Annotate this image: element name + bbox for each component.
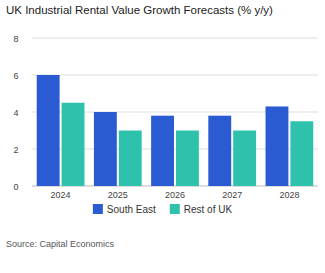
bar — [37, 75, 60, 186]
bar — [290, 121, 313, 186]
title: UK Industrial Rental Value Growth Foreca… — [6, 4, 273, 16]
bar — [266, 106, 289, 186]
grid-line — [32, 75, 318, 76]
grid-line — [32, 38, 318, 39]
legend-swatch — [93, 204, 103, 214]
source: Source: Capital Economics — [6, 239, 115, 249]
y-tick-label: 2 — [13, 145, 18, 155]
y-tick-label: 4 — [13, 108, 18, 118]
legend-swatch — [170, 204, 180, 214]
bar — [151, 116, 174, 186]
chart-svg: UK Industrial Rental Value Growth Foreca… — [0, 0, 325, 273]
y-tick-label: 6 — [13, 71, 18, 81]
y-tick-label: 0 — [13, 182, 18, 192]
bars — [37, 75, 314, 186]
bar — [119, 131, 142, 187]
legend-label: Rest of UK — [184, 204, 233, 215]
bar — [233, 131, 256, 187]
x-tick-label: 2027 — [222, 190, 242, 200]
legend-label: South East — [107, 204, 156, 215]
bar — [208, 116, 231, 186]
x-tick-label: 2024 — [51, 190, 71, 200]
chart-container: UK Industrial Rental Value Growth Foreca… — [0, 0, 325, 273]
y-tick-label: 8 — [13, 34, 18, 44]
x-tick-label: 2028 — [279, 190, 299, 200]
x-tick-label: 2026 — [165, 190, 185, 200]
x-tick-label: 2025 — [108, 190, 128, 200]
bar — [176, 131, 199, 187]
bar — [62, 103, 85, 186]
legend: South East Rest of UK — [93, 204, 233, 215]
bar — [94, 112, 117, 186]
